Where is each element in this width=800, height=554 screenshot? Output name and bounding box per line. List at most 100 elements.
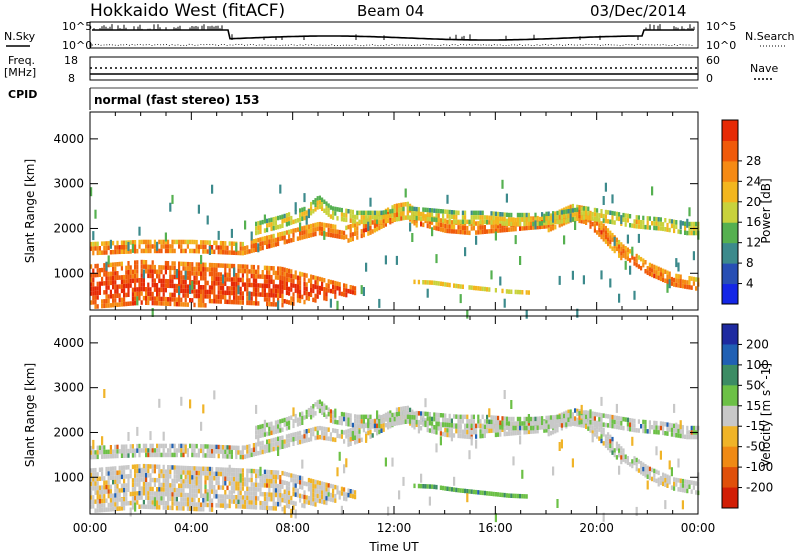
data-cell — [305, 295, 308, 301]
data-cell — [433, 280, 436, 286]
data-cell — [494, 428, 497, 433]
data-cell — [184, 302, 187, 307]
data-cell — [567, 209, 570, 214]
data-cell — [369, 414, 372, 420]
data-cell — [193, 488, 196, 494]
data-cell — [145, 248, 148, 254]
data-cell — [301, 416, 304, 421]
data-cell — [153, 452, 156, 458]
data-cell — [173, 465, 176, 470]
data-cell — [569, 204, 572, 210]
noise-cell — [580, 404, 583, 414]
data-cell — [228, 472, 231, 477]
data-cell — [646, 465, 649, 470]
data-cell — [160, 473, 163, 479]
noise-cell — [635, 506, 638, 516]
data-cell — [376, 222, 379, 227]
data-cell — [457, 284, 460, 289]
data-cell — [411, 219, 414, 224]
data-cell — [479, 429, 482, 434]
velocity-ylabel: Slant Range [km] — [23, 363, 37, 467]
data-cell — [186, 479, 189, 484]
data-cell — [367, 210, 370, 216]
data-cell — [193, 502, 196, 507]
data-cell — [107, 471, 110, 476]
data-cell — [329, 436, 332, 442]
data-cell — [327, 212, 330, 217]
data-cell — [618, 420, 621, 426]
data-cell — [314, 198, 317, 203]
data-cell — [514, 221, 517, 227]
data-cell — [217, 498, 220, 504]
data-cell — [219, 276, 222, 282]
data-cell — [347, 288, 350, 294]
data-cell — [580, 423, 583, 428]
data-cell — [160, 487, 163, 492]
data-cell — [356, 423, 359, 429]
data-cell — [252, 264, 255, 270]
data-cell — [153, 282, 156, 288]
data-cell — [109, 493, 112, 499]
data-cell — [530, 217, 533, 222]
data-cell — [105, 289, 108, 295]
data-cell — [96, 472, 99, 477]
data-cell — [285, 277, 288, 282]
data-cell — [244, 499, 247, 505]
data-cell — [277, 492, 280, 498]
data-cell — [178, 261, 181, 266]
data-cell — [261, 474, 264, 479]
data-cell — [266, 292, 269, 298]
data-cell — [336, 216, 339, 221]
data-cell — [554, 211, 557, 216]
data-cell — [184, 470, 187, 475]
data-cell — [255, 491, 258, 497]
data-cell — [285, 490, 288, 495]
data-cell — [439, 227, 442, 232]
data-cell — [250, 239, 253, 245]
data-cell — [428, 217, 431, 222]
data-cell — [543, 420, 546, 425]
data-cell — [182, 288, 185, 294]
data-cell — [305, 286, 308, 292]
data-cell — [505, 493, 508, 498]
data-cell — [695, 481, 698, 486]
data-cell — [283, 235, 286, 240]
noise-cell — [668, 460, 671, 470]
data-cell — [455, 414, 458, 419]
data-cell — [103, 272, 106, 277]
data-cell — [241, 300, 244, 305]
data-cell — [120, 288, 123, 294]
data-cell — [118, 506, 121, 511]
data-cell — [358, 423, 361, 429]
data-cell — [244, 454, 247, 459]
data-cell — [391, 421, 394, 427]
data-cell — [285, 472, 288, 477]
data-cell — [156, 496, 159, 501]
data-cell — [180, 244, 183, 249]
data-cell — [657, 470, 660, 476]
data-cell — [666, 227, 669, 232]
data-cell — [545, 220, 548, 226]
data-cell — [162, 448, 165, 453]
data-cell — [362, 215, 365, 220]
data-cell — [279, 215, 282, 220]
data-cell — [160, 482, 163, 488]
data-cell — [305, 429, 308, 434]
data-cell — [338, 433, 341, 439]
data-cell — [140, 248, 143, 254]
noise-cell — [248, 291, 251, 301]
data-cell — [358, 210, 361, 216]
data-cell — [224, 263, 227, 268]
data-cell — [574, 212, 577, 217]
data-cell — [261, 432, 264, 438]
data-cell — [164, 265, 167, 270]
data-cell — [336, 433, 339, 438]
data-cell — [483, 286, 486, 292]
data-cell — [611, 450, 614, 455]
data-cell — [266, 244, 269, 249]
data-cell — [213, 485, 216, 490]
data-cell — [384, 218, 387, 224]
data-cell — [131, 478, 134, 483]
data-cell — [415, 415, 418, 420]
data-cell — [268, 218, 271, 223]
